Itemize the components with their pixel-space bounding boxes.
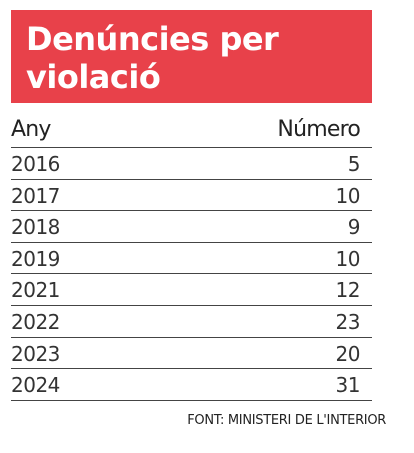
- number-cell: 23: [335, 309, 361, 334]
- number-cell: 5: [347, 152, 361, 176]
- year-cell: 2021: [11, 278, 60, 303]
- year-cell: 2022: [11, 309, 60, 334]
- source-note: FONT: MINISTERI DE L'INTERIOR: [187, 413, 386, 428]
- table-row: 2019 10: [11, 243, 372, 275]
- table-row: 2024 31: [11, 369, 372, 401]
- year-cell: 2024: [11, 373, 60, 398]
- table-body: 2016 5 2017 10 2018 9 2019 10 2021 12 2022 23 2023 20…: [11, 148, 372, 401]
- number-cell: 20: [335, 341, 361, 366]
- chart-title: Denúncies per violació: [26, 20, 279, 96]
- number-cell: 31: [335, 373, 361, 398]
- table-header: Any Número: [11, 117, 372, 148]
- year-cell: 2016: [11, 152, 60, 176]
- year-cell: 2019: [11, 246, 60, 271]
- number-cell: 10: [335, 246, 361, 271]
- table-row: 2022 23: [11, 306, 372, 338]
- column-header-year: Any: [11, 117, 51, 142]
- number-cell: 12: [335, 278, 361, 303]
- table-row: 2023 20: [11, 338, 372, 370]
- number-cell: 9: [347, 215, 361, 240]
- data-table: Any Número 2016 5 2017 10 2018 9 2019 10 2021 12 2…: [11, 117, 372, 401]
- table-row: 2017 10: [11, 180, 372, 212]
- table-row: 2018 9: [11, 211, 372, 243]
- number-cell: 10: [335, 183, 361, 208]
- year-cell: 2018: [11, 215, 60, 240]
- title-banner: Denúncies per violació: [11, 10, 372, 103]
- table-row: 2021 12: [11, 274, 372, 306]
- year-cell: 2023: [11, 341, 60, 366]
- table-row: 2016 5: [11, 148, 372, 180]
- year-cell: 2017: [11, 183, 60, 208]
- column-header-number: Número: [277, 117, 360, 142]
